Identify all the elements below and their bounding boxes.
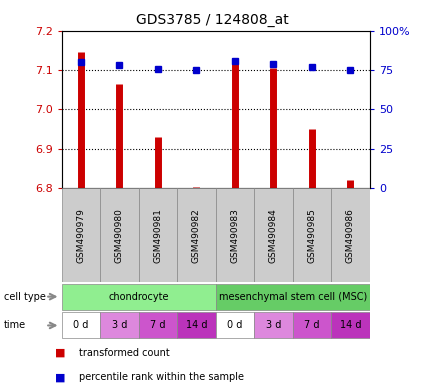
Text: GSM490979: GSM490979	[76, 208, 85, 263]
Text: 7 d: 7 d	[150, 320, 166, 331]
Bar	[177, 313, 215, 338]
Bar	[293, 188, 331, 282]
Bar	[100, 313, 139, 338]
Text: GSM490984: GSM490984	[269, 208, 278, 263]
Text: GSM490980: GSM490980	[115, 208, 124, 263]
Bar	[139, 313, 177, 338]
Bar	[293, 313, 331, 338]
Text: 14 d: 14 d	[340, 320, 361, 331]
Text: 3 d: 3 d	[266, 320, 281, 331]
Bar	[215, 284, 370, 310]
Text: GSM490981: GSM490981	[153, 208, 162, 263]
Bar	[331, 188, 370, 282]
Text: GSM490982: GSM490982	[192, 208, 201, 263]
Bar	[254, 188, 293, 282]
Text: 14 d: 14 d	[186, 320, 207, 331]
Text: GDS3785 / 124808_at: GDS3785 / 124808_at	[136, 13, 289, 27]
Bar	[139, 188, 177, 282]
Bar	[62, 188, 100, 282]
Text: 0 d: 0 d	[73, 320, 88, 331]
Bar	[215, 188, 254, 282]
Text: ■: ■	[55, 372, 66, 382]
Text: percentile rank within the sample: percentile rank within the sample	[79, 372, 244, 382]
Bar	[62, 284, 215, 310]
Text: transformed count: transformed count	[79, 348, 170, 358]
Text: cell type: cell type	[4, 291, 46, 302]
Text: time: time	[4, 320, 26, 331]
Text: mesenchymal stem cell (MSC): mesenchymal stem cell (MSC)	[218, 291, 367, 302]
Text: 7 d: 7 d	[304, 320, 320, 331]
Bar	[331, 313, 370, 338]
Text: chondrocyte: chondrocyte	[108, 291, 169, 302]
Bar	[254, 313, 293, 338]
Bar	[100, 188, 139, 282]
Text: ■: ■	[55, 348, 66, 358]
Bar	[62, 313, 100, 338]
Text: GSM490983: GSM490983	[230, 208, 239, 263]
Bar	[177, 188, 215, 282]
Text: GSM490986: GSM490986	[346, 208, 355, 263]
Bar	[215, 313, 254, 338]
Text: 0 d: 0 d	[227, 320, 243, 331]
Text: GSM490985: GSM490985	[307, 208, 317, 263]
Text: 3 d: 3 d	[112, 320, 127, 331]
